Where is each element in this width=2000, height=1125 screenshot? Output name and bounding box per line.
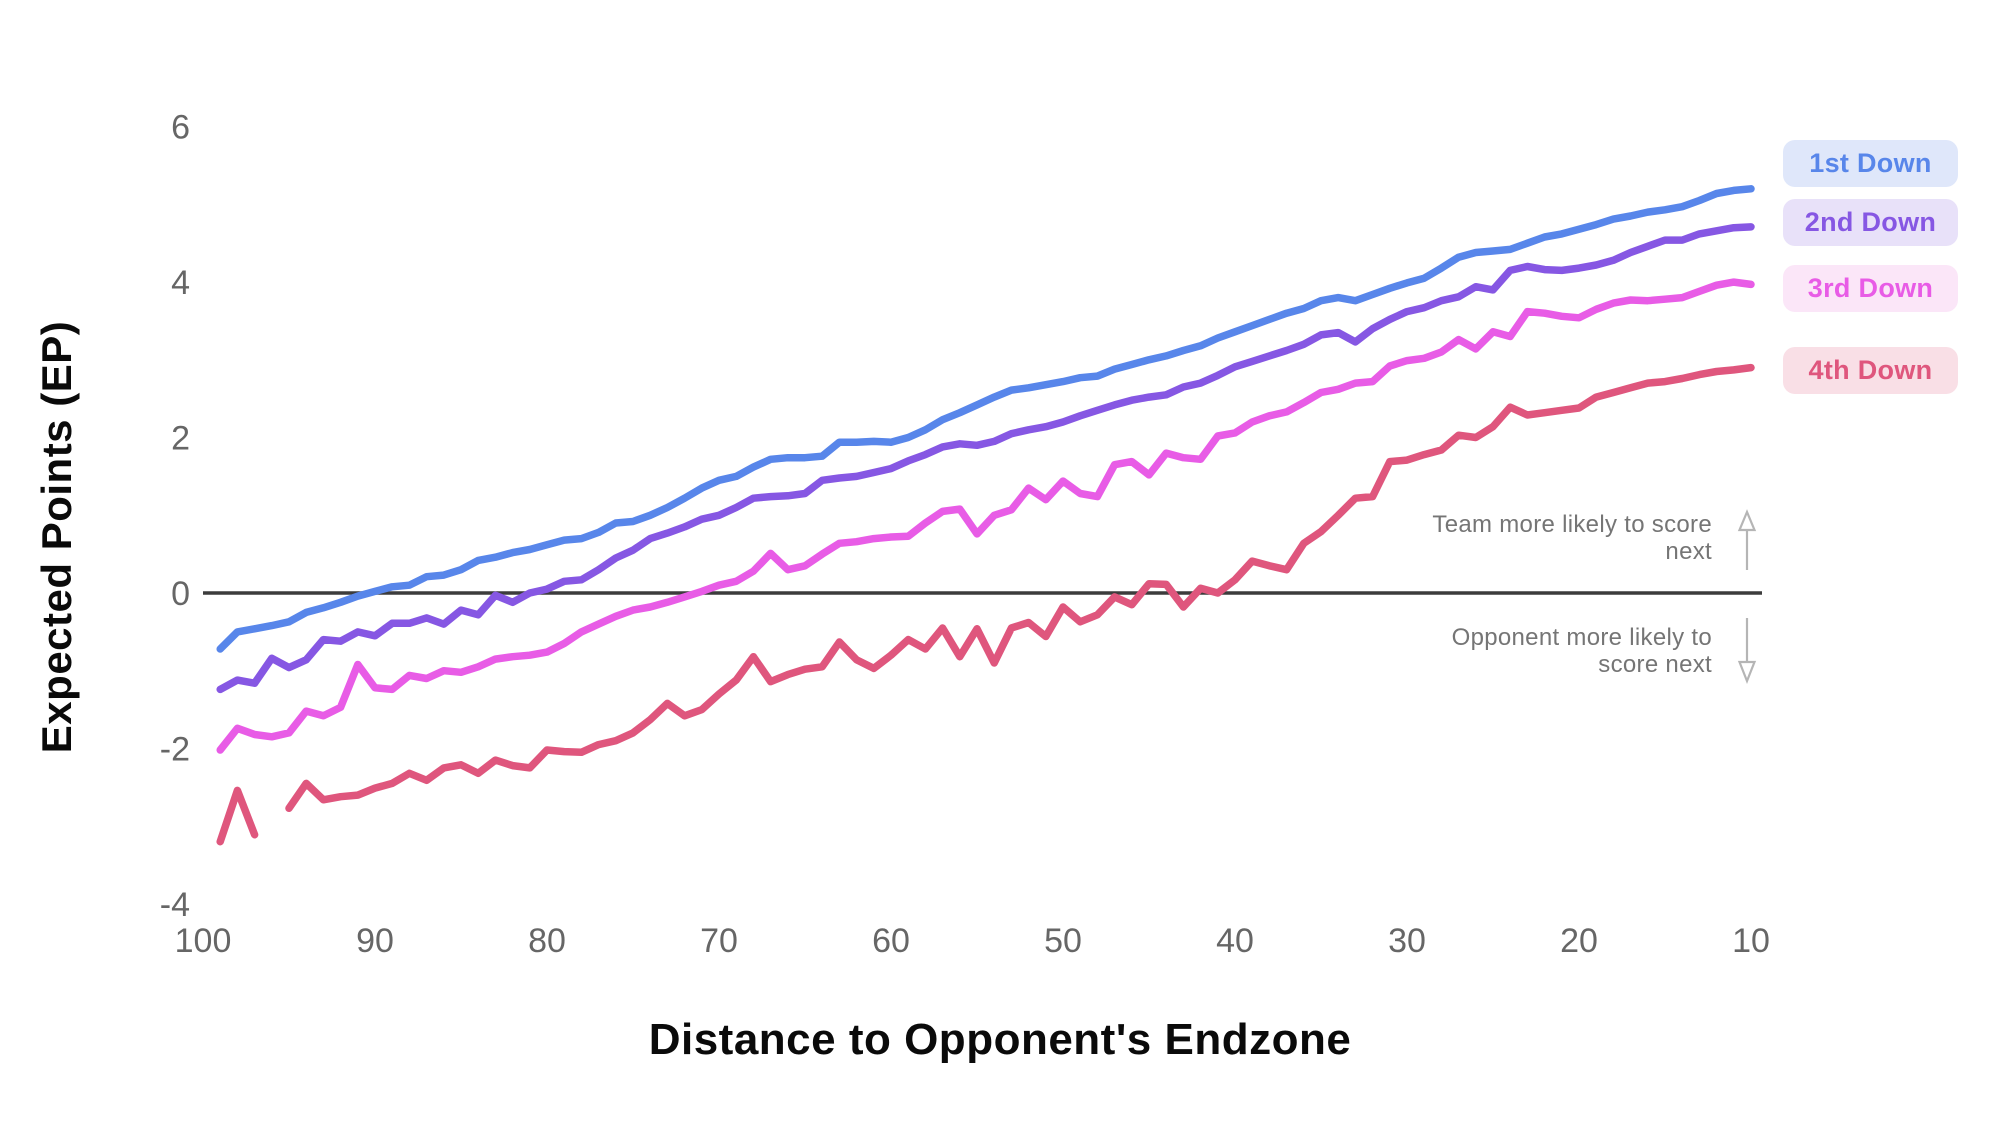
series-line-3rd-down xyxy=(216,278,1755,754)
annotation-above-line2: next xyxy=(1665,538,1712,565)
annotation-below-line2: score next xyxy=(1598,651,1712,678)
annotation-opponent-more-likely: Opponent more likely to score next xyxy=(1452,624,1712,678)
x-tick-label: 70 xyxy=(700,922,738,960)
x-axis-title: Distance to Opponent's Endzone xyxy=(648,1015,1352,1064)
x-tick-label: 80 xyxy=(528,922,566,960)
y-tick-label: -2 xyxy=(160,730,190,768)
series-line-4th-down xyxy=(285,363,1755,813)
x-tick-label: 40 xyxy=(1216,922,1254,960)
y-axis-title: Expected Points (EP) xyxy=(33,320,80,754)
annotation-below-line1: Opponent more likely to xyxy=(1451,624,1712,651)
arrow-up-icon xyxy=(1737,509,1757,570)
series-line-4th-down xyxy=(216,786,259,846)
x-tick-label: 100 xyxy=(175,922,232,960)
x-tick-label: 90 xyxy=(356,922,394,960)
y-tick-label: 2 xyxy=(171,420,190,458)
x-tick-label: 30 xyxy=(1388,922,1426,960)
legend-item-1st-down: 1st Down xyxy=(1783,140,1958,187)
y-tick-label: 6 xyxy=(171,109,190,147)
y-tick-label: 4 xyxy=(171,264,190,302)
annotation-team-more-likely: Team more likely to score next xyxy=(1432,511,1712,565)
arrow-down-icon xyxy=(1737,618,1757,684)
x-tick-label: 10 xyxy=(1732,922,1770,960)
annotation-above-line1: Team more likely to score xyxy=(1432,511,1712,538)
legend-item-3rd-down: 3rd Down xyxy=(1783,265,1958,312)
y-tick-label: -4 xyxy=(160,886,190,924)
x-tick-label: 50 xyxy=(1044,922,1082,960)
x-tick-label: 60 xyxy=(872,922,910,960)
series-line-2nd-down xyxy=(216,223,1755,694)
series-line-1st-down xyxy=(216,185,1755,653)
y-tick-label: 0 xyxy=(171,575,190,613)
legend-item-4th-down: 4th Down xyxy=(1783,347,1958,394)
legend-item-2nd-down: 2nd Down xyxy=(1783,199,1958,246)
x-tick-label: 20 xyxy=(1560,922,1598,960)
